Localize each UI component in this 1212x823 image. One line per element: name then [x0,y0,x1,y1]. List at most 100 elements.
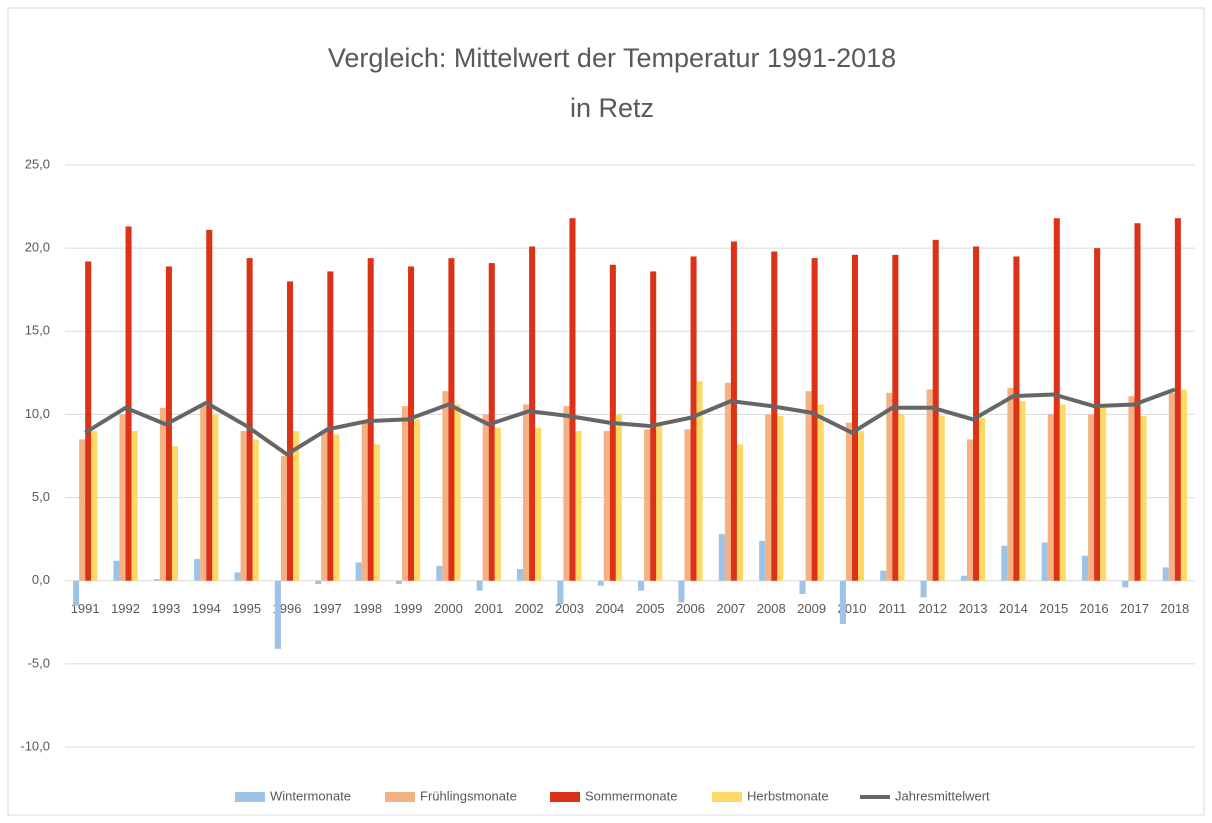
y-tick-label: 5,0 [32,489,50,504]
bar [575,431,582,581]
bar [293,431,300,581]
bar [85,261,92,581]
chart-title: in Retz [570,93,654,123]
bar [603,431,610,581]
bar [1001,545,1008,581]
bar [315,580,322,585]
bar [414,419,421,581]
bar [811,258,818,581]
x-tick-label: 2006 [676,601,705,616]
bar [920,580,927,598]
bar [1162,567,1169,581]
bar [327,271,334,581]
x-tick-label: 2008 [757,601,786,616]
bar [212,414,219,581]
x-tick-label: 2002 [515,601,544,616]
x-tick-label: 2004 [595,601,624,616]
bar [529,246,536,581]
bar [523,404,530,581]
bar [234,572,241,581]
y-tick-label: 20,0 [25,240,50,255]
y-tick-label: 0,0 [32,572,50,587]
bar [1100,407,1107,581]
x-tick-label: 2012 [918,601,947,616]
x-tick-label: 1998 [353,601,382,616]
bar [718,534,725,581]
bar [240,431,247,581]
bar [845,422,852,581]
legend-swatch [235,792,265,802]
bar [355,562,362,581]
bar [926,389,933,581]
x-tick-label: 1999 [394,601,423,616]
bar [1082,555,1089,581]
bar [73,580,80,606]
legend-label: Frühlingsmonate [420,788,517,803]
y-tick-label: 25,0 [25,156,50,171]
bar [401,406,409,581]
bar [938,416,945,581]
bar [1128,396,1135,581]
bar [194,559,201,581]
x-tick-label: 2014 [999,601,1028,616]
bar [638,580,645,591]
x-tick-label: 2005 [636,601,665,616]
y-tick-label: 10,0 [25,406,50,421]
bar [408,266,415,581]
x-tick-label: 1995 [232,601,261,616]
bar [535,427,542,581]
x-tick-label: 2001 [474,601,503,616]
chart-title: Vergleich: Mittelwert der Temperatur 199… [328,43,896,73]
bar [886,392,893,581]
bar [482,414,489,581]
x-tick-label: 2000 [434,601,463,616]
bar [898,414,905,581]
y-tick-label: -5,0 [28,655,50,670]
bar [517,569,524,581]
bar [771,251,778,581]
bar [494,427,501,581]
bar [476,580,483,591]
x-tick-label: 2009 [797,601,826,616]
bar [252,439,259,581]
bar [1059,404,1066,581]
line [84,387,1176,457]
bar [159,407,166,581]
x-tick-label: 2017 [1120,601,1149,616]
x-tick-label: 2013 [959,601,988,616]
bar [1180,389,1187,581]
bar [113,560,120,581]
legend-label: Wintermonate [270,788,351,803]
bar [684,429,691,581]
bar [644,429,651,581]
bar [817,404,824,581]
bar [171,446,178,581]
bar [1168,392,1175,581]
legend-label: Sommermonate [585,788,677,803]
bar [799,580,806,595]
bar [880,570,887,581]
bar [153,579,160,581]
legend-label: Jahresmittelwert [895,788,990,803]
x-tick-label: 1997 [313,601,342,616]
bar [286,281,294,581]
legend-swatch [712,792,742,802]
bar [960,575,967,581]
bar [333,434,340,581]
bar [730,241,737,581]
legend-swatch [385,792,415,802]
bar [892,254,899,581]
bar [966,439,974,581]
bar [569,218,576,581]
bar [1140,416,1147,581]
bar [373,444,380,581]
x-tick-label: 2003 [555,601,584,616]
legend-swatch [550,792,580,802]
bar [125,226,132,581]
bar [454,404,461,581]
legend-label: Herbstmonate [747,788,829,803]
bar [563,406,570,581]
bar [1019,401,1026,581]
bar [361,421,368,581]
bar [557,580,564,604]
